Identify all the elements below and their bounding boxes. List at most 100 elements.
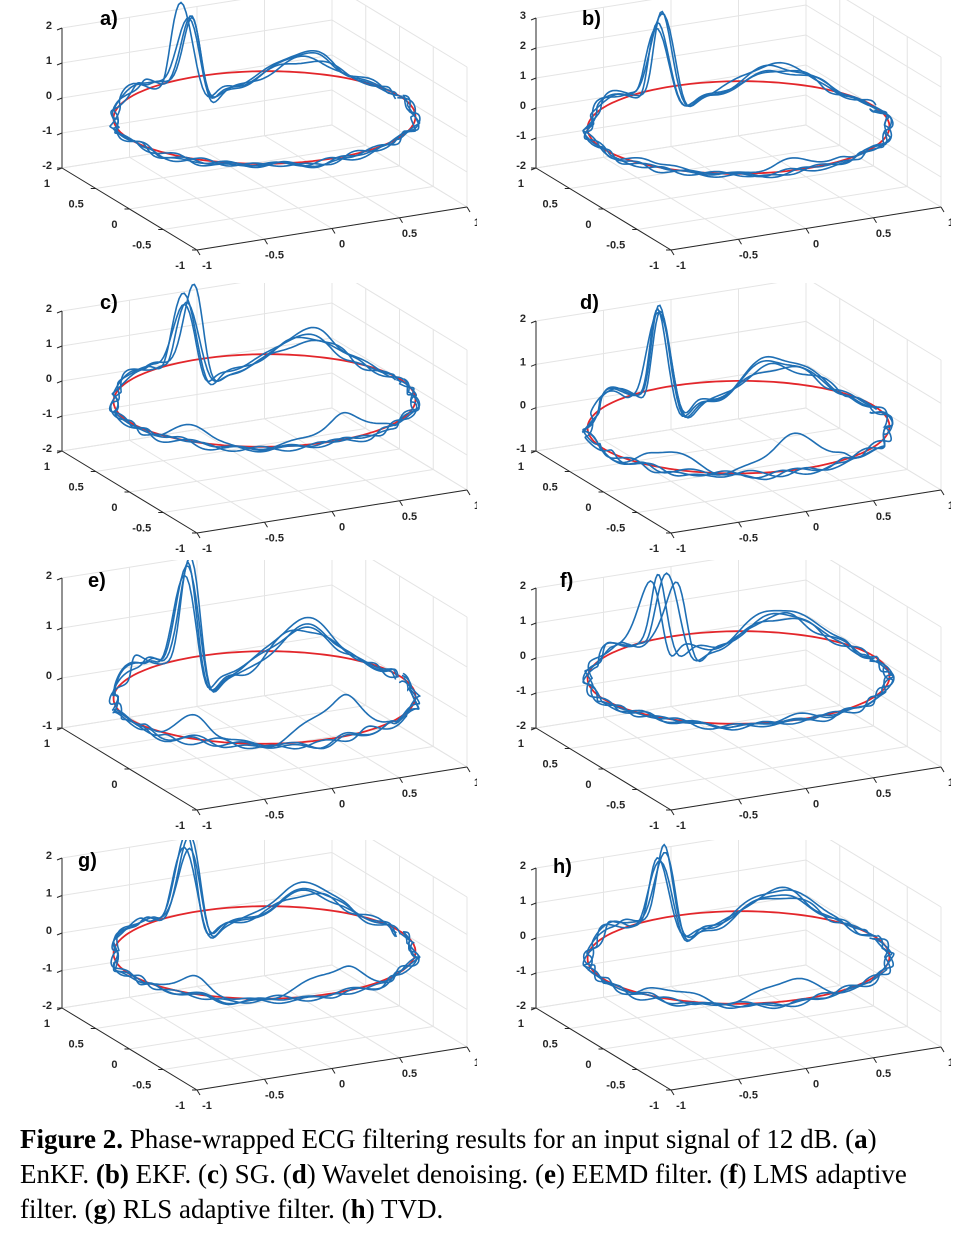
caption-label-c: c xyxy=(206,1159,219,1189)
grid-line xyxy=(535,560,715,589)
z-tick-label: -2 xyxy=(516,1000,526,1012)
x-tick-mark xyxy=(264,1078,268,1085)
y-tick-label: 0.5 xyxy=(542,199,557,211)
y-tick-label: 0.5 xyxy=(542,1039,557,1051)
grid-line xyxy=(603,448,874,493)
x-tick-label: -0.5 xyxy=(739,1089,758,1101)
z-tick-mark xyxy=(56,310,63,314)
x-tick-label: 0.5 xyxy=(402,511,417,523)
x-tick-label: 0.5 xyxy=(876,788,891,800)
grid-line xyxy=(95,145,366,189)
panel-label: e) xyxy=(88,570,106,592)
panel-label: c) xyxy=(100,292,118,314)
grid-line xyxy=(264,135,400,219)
z-tick-label: 0 xyxy=(520,400,526,412)
y-tick-label: 0 xyxy=(111,219,117,231)
filtered-ecg-trace xyxy=(582,572,893,729)
plot-3d: -1 -0.5 0 0.5 1 -1 -0.5 0 0.5 1 -2 -1 0 1 2 xyxy=(516,560,951,832)
x-tick-label: -1 xyxy=(202,260,212,272)
x-tick-mark xyxy=(940,206,945,213)
grid-line xyxy=(569,705,840,749)
grid-line xyxy=(372,560,468,618)
z-tick-label: -1 xyxy=(42,963,52,975)
panel-h: -1 -0.5 0 0.5 1 -1 -0.5 0 0.5 1 -2 -1 0 1 2 h) xyxy=(474,840,951,1120)
x-tick-label: -1 xyxy=(202,543,212,555)
y-tick-label: 0.5 xyxy=(68,199,83,211)
grid-line xyxy=(61,372,333,417)
z-tick-mark xyxy=(530,137,537,141)
panel-c: -1 -0.5 0 0.5 1 -1 -0.5 0 0.5 1 -2 -1 0 1 2 c) xyxy=(0,283,477,563)
caption-text-f: ) LMS adaptive filter. ( xyxy=(20,1159,907,1224)
x-tick-mark xyxy=(264,238,268,245)
grid-line xyxy=(95,428,366,472)
x-tick-label: 0.5 xyxy=(402,228,417,240)
filtered-ecg-trace xyxy=(111,840,421,1005)
caption-label-f: f xyxy=(728,1159,738,1189)
y-tick-label: 0 xyxy=(585,779,591,791)
caption-label-g: g xyxy=(93,1194,107,1224)
z-tick-mark xyxy=(56,450,63,454)
grid-line xyxy=(535,124,807,169)
grid-line xyxy=(331,372,468,456)
x-tick-label: 0 xyxy=(813,522,819,534)
caption-text-d: ) Wavelet denoising. ( xyxy=(306,1159,544,1189)
panel-b: -1 -0.5 0 0.5 1 -1 -0.5 0 0.5 1 -2 -1 0 1 2 3 b) xyxy=(474,0,951,280)
z-tick-label: -2 xyxy=(516,160,526,172)
panel-label: f) xyxy=(560,570,574,592)
grid-line xyxy=(805,929,942,1013)
panel-label: g) xyxy=(78,850,97,872)
x-tick-mark xyxy=(738,521,742,528)
y-tick-label: -1 xyxy=(175,820,185,832)
y-tick-label: -0.5 xyxy=(606,240,625,252)
grid-line xyxy=(372,840,468,898)
grid-line xyxy=(355,283,468,351)
x-tick-label: -0.5 xyxy=(739,809,758,821)
filtered-ecg-trace xyxy=(108,560,421,750)
grid-line xyxy=(331,584,468,668)
x-tick-label: -1 xyxy=(676,543,686,555)
y-tick-label: -0.5 xyxy=(132,240,151,252)
filtered-ecg-trace xyxy=(111,283,421,453)
caption-text-h: ) TVD. xyxy=(365,1194,444,1224)
caption-text-b: EKF. ( xyxy=(128,1159,207,1189)
grid-line xyxy=(805,124,942,208)
panel-f: -1 -0.5 0 0.5 1 -1 -0.5 0 0.5 1 -2 -1 0 1 2 f) xyxy=(474,560,951,840)
grid-line xyxy=(535,684,807,729)
grid-line xyxy=(738,135,874,219)
z-tick-label: -1 xyxy=(516,685,526,697)
x-tick-label: 1 xyxy=(474,777,477,789)
filtered-ecg-trace xyxy=(112,17,420,169)
caption-text-a: ) EnKF. xyxy=(20,1124,877,1189)
x-tick-mark xyxy=(196,1089,201,1096)
z-tick-mark xyxy=(530,657,537,661)
x-tick-label: 0.5 xyxy=(402,1068,417,1080)
x-tick-label: -0.5 xyxy=(739,532,758,544)
grid-line xyxy=(805,4,942,88)
z-tick-label: 1 xyxy=(46,620,52,632)
grid-line xyxy=(535,283,778,322)
z-tick-mark xyxy=(530,320,537,324)
y-tick-label: 0.5 xyxy=(542,482,557,494)
z-tick-label: 1 xyxy=(46,338,52,350)
grid-line xyxy=(603,1005,874,1050)
caption-label-e: e xyxy=(543,1159,556,1189)
x-tick-mark xyxy=(873,217,877,224)
y-tick-label: -0.5 xyxy=(132,523,151,535)
x-tick-mark xyxy=(466,206,471,213)
grid-line xyxy=(331,927,468,1010)
z-tick-mark xyxy=(56,895,63,898)
x-tick-label: -0.5 xyxy=(265,249,284,261)
caption-label-a: a xyxy=(854,1124,868,1154)
x-tick-label: 1 xyxy=(474,217,477,229)
z-tick-mark xyxy=(56,627,63,631)
grid-line xyxy=(61,89,333,134)
grid-line xyxy=(129,165,400,210)
y-tick-label: 0 xyxy=(111,502,117,514)
x-tick-label: 0 xyxy=(339,1079,345,1091)
x-tick-mark xyxy=(738,1078,742,1085)
grid-line xyxy=(95,985,366,1029)
z-tick-label: 1 xyxy=(46,55,52,67)
z-tick-label: -2 xyxy=(42,443,52,455)
y-tick-label: 1 xyxy=(518,738,524,750)
z-tick-label: 1 xyxy=(520,356,526,368)
